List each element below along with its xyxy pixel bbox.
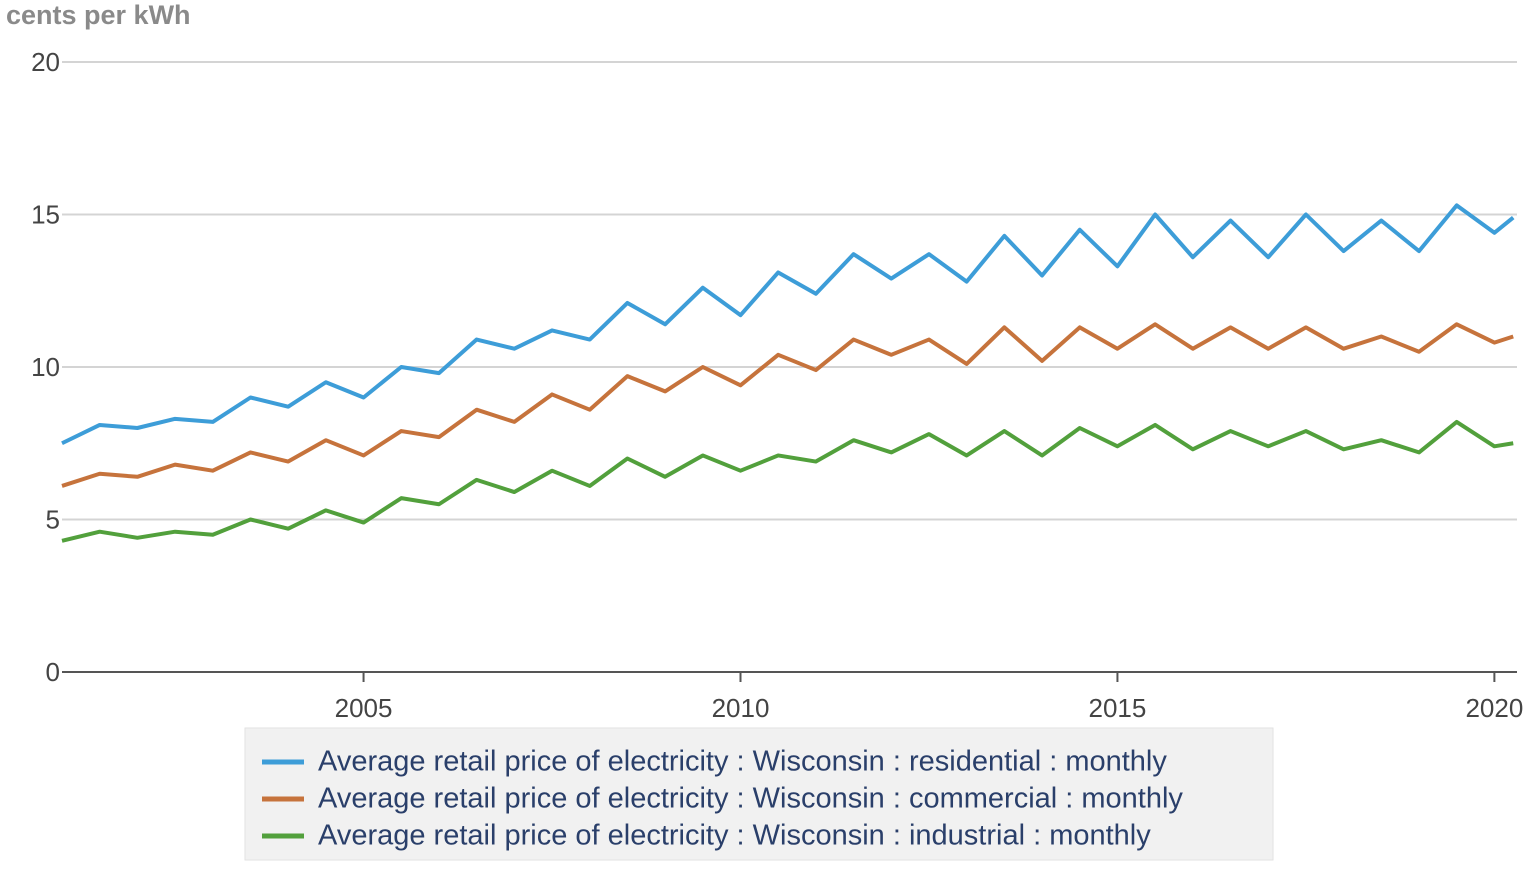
series-line	[61, 419, 1514, 543]
y-tick-label: 15	[31, 199, 60, 229]
y-tick-label: 0	[46, 657, 60, 687]
y-tick-label: 10	[31, 352, 60, 382]
y-tick-label: 5	[46, 504, 60, 534]
x-tick-label: 2020	[1465, 693, 1523, 723]
x-tick-label: 2015	[1089, 693, 1147, 723]
legend-label: Average retail price of electricity : Wi…	[318, 783, 1183, 815]
y-tick-label: 20	[31, 47, 60, 77]
legend-box	[244, 727, 1274, 861]
legend-label: Average retail price of electricity : Wi…	[318, 820, 1151, 852]
series-line	[61, 322, 1514, 488]
series-line	[61, 203, 1515, 446]
x-tick-label: 2005	[335, 693, 393, 723]
x-tick-label: 2010	[712, 693, 770, 723]
legend-label: Average retail price of electricity : Wi…	[318, 746, 1167, 778]
axis-unit-title: cents per kWh	[6, 0, 191, 30]
